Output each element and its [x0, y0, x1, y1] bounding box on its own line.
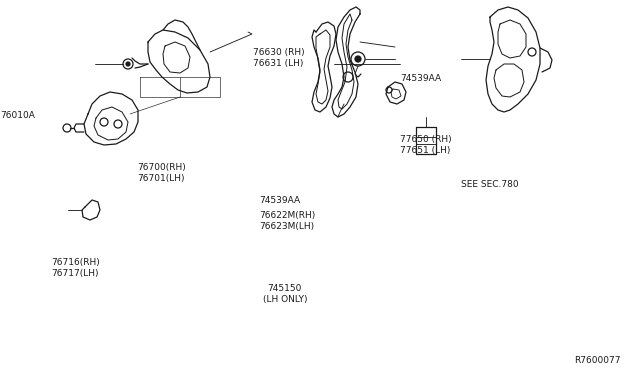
Circle shape — [355, 56, 361, 62]
Circle shape — [126, 62, 130, 66]
Text: 745150
(LH ONLY): 745150 (LH ONLY) — [262, 284, 307, 304]
Text: 77650 (RH)
77651 (LH): 77650 (RH) 77651 (LH) — [400, 135, 452, 155]
Text: 76700(RH)
76701(LH): 76700(RH) 76701(LH) — [138, 163, 186, 183]
Text: R7600077: R7600077 — [574, 356, 621, 365]
Text: 74539AA: 74539AA — [259, 196, 300, 205]
Text: SEE SEC.780: SEE SEC.780 — [461, 180, 518, 189]
Text: 76010A: 76010A — [1, 111, 35, 120]
Text: 76622M(RH)
76623M(LH): 76622M(RH) 76623M(LH) — [259, 211, 316, 231]
Text: 76716(RH)
76717(LH): 76716(RH) 76717(LH) — [51, 258, 100, 278]
Text: 74539AA: 74539AA — [400, 74, 441, 83]
Text: 76630 (RH)
76631 (LH): 76630 (RH) 76631 (LH) — [253, 48, 305, 68]
